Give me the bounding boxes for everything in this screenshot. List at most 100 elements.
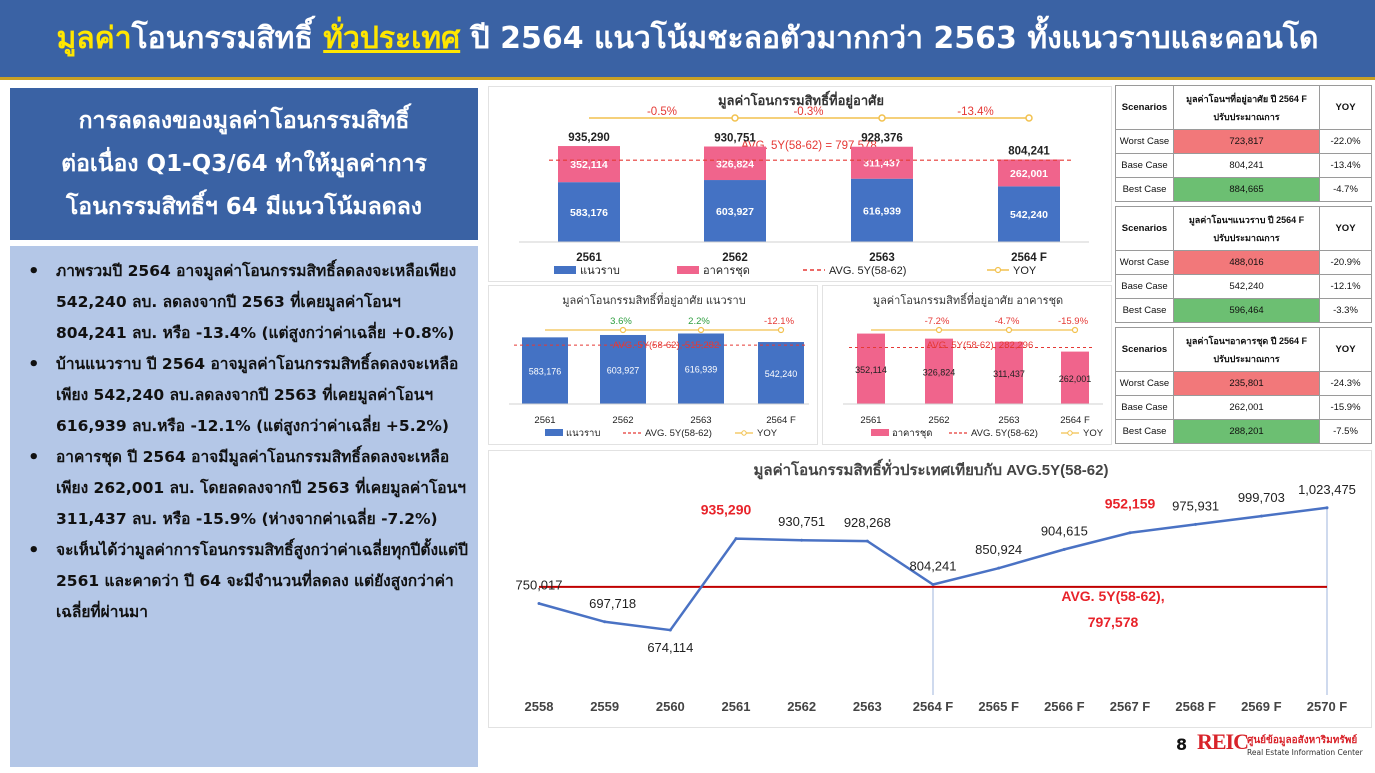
table-header-value-line2: ปรับประมาณการ [1213, 111, 1280, 122]
row-value: 723,817 [1173, 129, 1320, 154]
logo-text-english: Real Estate Information Center [1247, 748, 1363, 757]
yoy-label: 2.2% [688, 316, 710, 327]
legend-label: อาคารชุด [703, 265, 750, 277]
table-row: Best Case 884,665 -4.7% [1115, 177, 1372, 202]
bar-segment-landed [998, 186, 1060, 242]
data-point [1325, 506, 1329, 510]
x-tick-label: 2565 F [978, 699, 1019, 714]
bullet-symbol: • [28, 540, 40, 561]
chart-condo: มูลค่าโอนกรรมสิทธิ์ที่อยู่อาศัย อาคารชุด… [822, 285, 1112, 445]
bar-value-label: 542,240 [765, 369, 798, 379]
summary-line-3: โอนกรรมสิทธิ์ฯ 64 มีแนวโน้มลดลง [65, 193, 423, 220]
row-name: Worst Case [1115, 371, 1174, 396]
bullet-item: • จะเห็นได้ว่ามูลค่าการโอนกรรมสิทธิ์สูงกว… [20, 535, 470, 628]
x-tick-label: 2559 [590, 699, 619, 714]
x-tick-label: 2562 [787, 699, 816, 714]
bar [600, 334, 646, 404]
table-header-value: มูลค่าโอนฯอาคารชุด ปี 2564 F ปรับประมาณกา… [1173, 327, 1320, 372]
yoy-label: -7.2% [925, 316, 950, 327]
bullet-box: • ภาพรวมปี 2564 อาจมูลค่าโอนกรรมสิทธิ์ลดล… [10, 246, 478, 767]
table-row: Base Case 542,240 -12.1% [1115, 274, 1372, 299]
data-point [734, 537, 738, 541]
data-point [603, 620, 607, 624]
data-label: 674,114 [647, 640, 693, 655]
x-tick-label: 2564 F [1011, 252, 1047, 264]
table-header-value: มูลค่าโอนฯแนวราบ ปี 2564 F ปรับประมาณการ [1173, 206, 1320, 251]
table-row: Best Case 288,201 -7.5% [1115, 419, 1372, 444]
row-value: 488,016 [1173, 250, 1320, 275]
data-label: 850,924 [975, 542, 1022, 557]
data-point [1062, 547, 1066, 551]
row-value: 804,241 [1173, 153, 1320, 178]
x-tick-label: 2567 F [1110, 699, 1151, 714]
row-name: Best Case [1115, 177, 1174, 202]
bar-value-label: 583,176 [529, 367, 562, 377]
table-row: Worst Case 723,817 -22.0% [1115, 129, 1372, 154]
row-value: 288,201 [1173, 419, 1320, 444]
summary-box: การลดลงของมูลค่าโอนกรรมสิทธิ์ ต่อเนื่อง … [10, 88, 478, 240]
bar-total-label: 930,751 [714, 133, 756, 145]
title-part-2: โอนกรรมสิทธิ์ [131, 21, 324, 56]
data-point [1128, 531, 1132, 535]
bar-value-label: 616,939 [685, 365, 718, 375]
legend-label: AVG. 5Y(58-62) [971, 428, 1038, 439]
avg-label: AVG. 5Y(58-62), 515,282 [613, 340, 720, 351]
bar-total-label: 928,376 [861, 133, 903, 145]
chart-title: มูลค่าโอนกรรมสิทธิ์ที่อยู่อาศัย [718, 90, 884, 109]
table-header-value-line1: มูลค่าโอนฯที่อยู่อาศัย ปี 2564 F [1186, 93, 1307, 104]
row-yoy: -12.1% [1319, 274, 1372, 299]
row-name: Best Case [1115, 419, 1174, 444]
x-tick-label: 2561 [722, 699, 751, 714]
chart-title: มูลค่าโอนกรรมสิทธิ์ที่อยู่อาศัย แนวราบ [562, 292, 745, 307]
x-tick-label: 2566 F [1044, 699, 1085, 714]
table-header-value-line2: ปรับประมาณการ [1213, 353, 1280, 364]
bar-value-label: 262,001 [1010, 168, 1048, 180]
table-header-yoy: YOY [1319, 85, 1372, 130]
title-part-4: ปี 2564 แนวโน้มชะลอตัวมากกว่า 2563 ทั้งแ… [460, 21, 1319, 56]
table-header-value-line1: มูลค่าโอนฯอาคารชุด ปี 2564 F [1185, 335, 1308, 346]
bar [522, 337, 568, 404]
yoy-label: -13.4% [957, 106, 993, 118]
data-label: 930,751 [778, 514, 825, 529]
bar-segment-condo [704, 146, 766, 181]
x-tick-label: 2561 [534, 415, 555, 426]
logo-mark: REIC [1197, 729, 1249, 754]
bullet-item: • บ้านแนวราบ ปี 2564 อาจมูลค่าโอนกรรมสิทธ… [20, 349, 470, 442]
page-number: 8 [1176, 735, 1188, 754]
data-point [1259, 514, 1263, 518]
logo-text-thai: ศูนย์ข้อมูลอสังหาริมทรัพย์ [1247, 735, 1358, 746]
data-label: 804,241 [910, 559, 957, 574]
chart-total-svg: มูลค่าโอนกรรมสิทธิ์ที่อยู่อาศัย -0.5% -0.3… [519, 90, 1089, 277]
row-yoy: -13.4% [1319, 153, 1372, 178]
bar-value-label: 616,939 [863, 205, 901, 217]
yoy-point [697, 326, 705, 334]
bullet-symbol: • [28, 447, 40, 468]
table-header-scenarios: Scenarios [1115, 206, 1174, 251]
row-yoy: -3.3% [1319, 298, 1372, 323]
row-value: 542,240 [1173, 274, 1320, 299]
x-tick-label: 2563 [853, 699, 882, 714]
x-tick-label: 2569 F [1241, 699, 1282, 714]
data-point [668, 628, 672, 632]
row-value: 235,801 [1173, 371, 1320, 396]
bar-segment-landed [558, 182, 620, 242]
row-name: Base Case [1115, 395, 1174, 420]
data-point [537, 601, 541, 605]
yoy-label: -4.7% [995, 316, 1020, 327]
legend-label: YOY [757, 428, 778, 439]
legend-label: แนวราบ [580, 265, 620, 277]
yoy-point [1005, 326, 1013, 334]
yoy-point [619, 326, 627, 334]
x-tick-label: 2561 [576, 252, 602, 264]
yoy-label: -0.3% [793, 106, 823, 118]
x-tick-label: 2568 F [1175, 699, 1216, 714]
scenario-table-condo: Scenarios มูลค่าโอนฯอาคารชุด ปี 2564 F ปร… [1115, 327, 1372, 444]
title-part-1: มูลค่า [56, 21, 132, 56]
yoy-point [935, 326, 943, 334]
title-part-3: ทั่วประเทศ [323, 21, 461, 56]
legend-swatch-landed [554, 266, 576, 274]
scenario-table-landed: Scenarios มูลค่าโอนฯแนวราบ ปี 2564 F ปรับ… [1115, 206, 1372, 323]
data-label: 904,615 [1041, 523, 1088, 538]
yoy-point [731, 114, 739, 122]
